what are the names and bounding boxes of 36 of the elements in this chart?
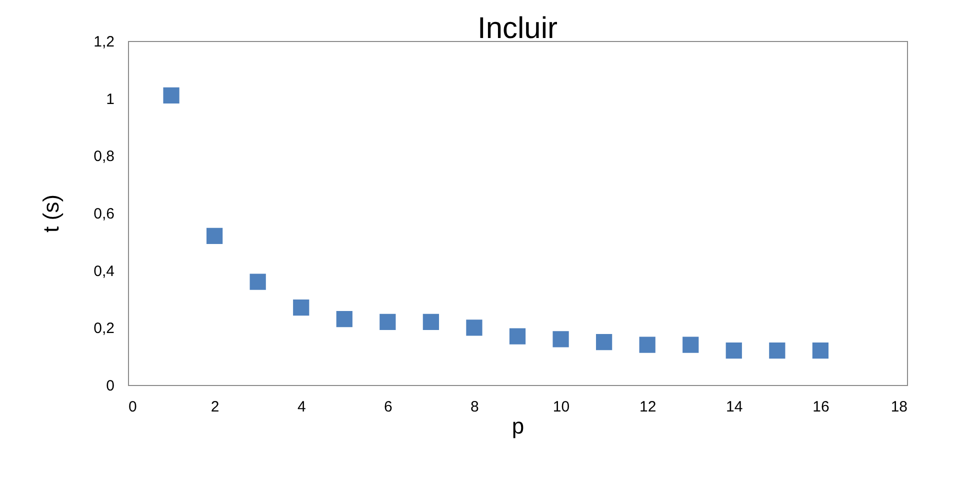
y-tick-label: 1 (106, 90, 114, 108)
point (422, 314, 440, 330)
x-tick-label: 8 (470, 398, 479, 416)
point (163, 87, 180, 104)
x-tick-label: 10 (552, 398, 570, 416)
point (596, 334, 612, 350)
point (509, 328, 526, 344)
y-tick-label: 0,2 (94, 320, 114, 338)
point (336, 311, 352, 328)
point (812, 342, 829, 359)
point (293, 300, 310, 316)
y-tick-label: 0,8 (94, 148, 114, 166)
point (250, 274, 266, 290)
x-tick-label: 16 (812, 398, 830, 416)
x-axis-title: p (512, 414, 524, 438)
x-tick-label: 14 (726, 398, 743, 416)
y-axis-title: t (s) (38, 194, 64, 232)
point (206, 228, 223, 244)
x-tick-label: 18 (890, 398, 908, 416)
chart-title: Incluir (477, 12, 558, 45)
y-tick-label: 0,4 (94, 262, 114, 280)
point (466, 320, 482, 336)
point (380, 314, 396, 330)
point (639, 336, 656, 353)
x-tick-label: 0 (128, 398, 137, 416)
x-tick-label: 4 (297, 398, 306, 416)
x-tick-label: 6 (384, 398, 392, 416)
y-tick-label: 1,2 (94, 34, 114, 50)
point (726, 342, 742, 359)
y-tick-label: 0 (106, 378, 114, 394)
point (552, 331, 569, 348)
x-tick-label: 12 (639, 398, 656, 416)
point (769, 342, 786, 359)
x-tick-label: 2 (210, 398, 220, 416)
point (682, 336, 699, 353)
y-tick-label: 0,6 (94, 206, 114, 222)
